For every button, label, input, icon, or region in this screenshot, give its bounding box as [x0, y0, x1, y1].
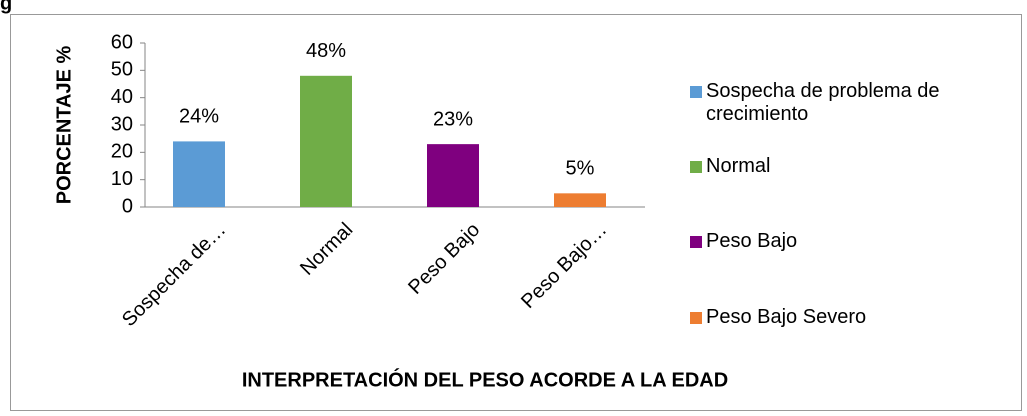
data-label: 5% — [566, 158, 595, 180]
legend-swatch — [690, 86, 702, 98]
data-label: 24% — [179, 106, 219, 128]
bar — [300, 75, 352, 207]
legend-label: Peso Bajo Severo — [706, 306, 867, 328]
x-axis-label: INTERPRETACIÓN DEL PESO ACORDE A LA EDAD — [242, 367, 728, 391]
bar — [427, 144, 479, 207]
y-tick-label: 0 — [122, 195, 133, 217]
legend-entry: Peso Bajo Severo — [690, 306, 1010, 329]
bar — [554, 193, 606, 207]
y-tick-label: 60 — [111, 31, 133, 53]
bar — [173, 141, 225, 207]
data-label: 48% — [306, 40, 346, 62]
legend-swatch — [690, 236, 702, 248]
y-tick-label: 20 — [111, 141, 133, 163]
corner-text: g — [0, 0, 12, 14]
legend-entry: Peso Bajo — [690, 230, 1010, 253]
legend-entry: Normal — [690, 155, 1010, 178]
y-tick-label: 50 — [111, 59, 133, 81]
legend-label: Sospecha de problema de crecimiento — [706, 80, 940, 125]
y-tick-label: 30 — [111, 113, 133, 135]
legend-swatch — [690, 161, 702, 173]
y-axis-label: PORCENTAJE % — [53, 46, 75, 205]
chart-border — [10, 14, 1022, 411]
data-label: 23% — [433, 108, 473, 130]
legend-label: Peso Bajo — [706, 230, 798, 252]
y-tick-label: 40 — [111, 86, 133, 108]
y-tick-label: 10 — [111, 168, 133, 190]
legend-label: Normal — [706, 155, 771, 177]
legend-entry: Sospecha de problema de crecimiento — [690, 80, 1010, 126]
legend-swatch — [690, 312, 702, 324]
